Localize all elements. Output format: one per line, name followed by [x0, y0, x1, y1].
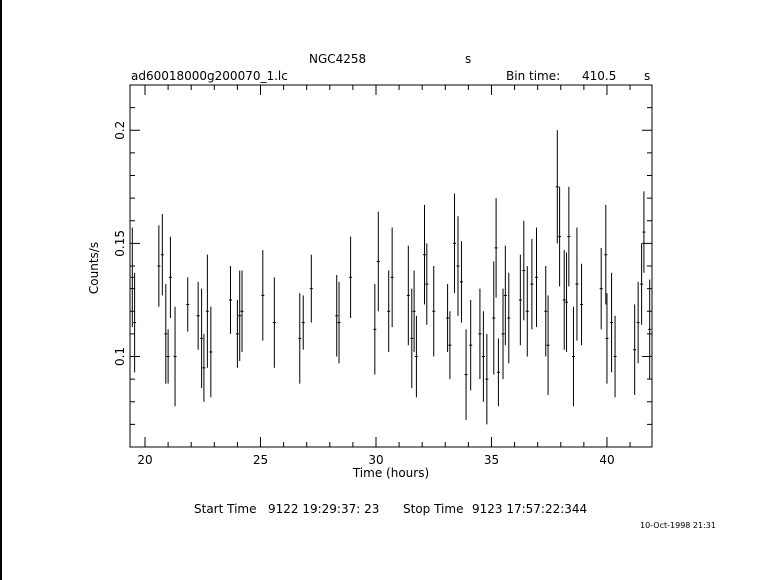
y-tick-label: 0.2 — [113, 121, 127, 140]
stop-time-label: Stop Time — [403, 502, 464, 516]
y-tick-label: 0.1 — [113, 347, 127, 366]
object-unit: s — [465, 52, 472, 66]
bin-time-unit: s — [644, 69, 651, 83]
x-tick-label: 40 — [599, 453, 614, 467]
bin-time-label: Bin time: — [506, 69, 561, 83]
date-stamp: 10-Oct-1998 21:31 — [640, 521, 716, 530]
x-tick-label: 35 — [484, 453, 499, 467]
object-name: NGC4258 — [309, 52, 367, 66]
x-axis-label: Time (hours) — [352, 466, 429, 480]
x-tick-label: 20 — [137, 453, 152, 467]
y-axis-label: Counts/s — [87, 242, 101, 294]
x-tick-label: 25 — [253, 453, 268, 467]
stop-time-value: 9123 17:57:22:344 — [472, 502, 588, 516]
start-time-value: 9122 19:29:37: 23 — [268, 502, 380, 516]
left-border — [0, 0, 2, 580]
filename-label: ad60018000g200070_1.lc — [131, 69, 288, 83]
x-tick-label: 30 — [368, 453, 383, 467]
bin-time-value: 410.5 — [582, 69, 617, 83]
y-tick-label: 0.15 — [113, 230, 127, 257]
start-time-label: Start Time — [194, 502, 257, 516]
